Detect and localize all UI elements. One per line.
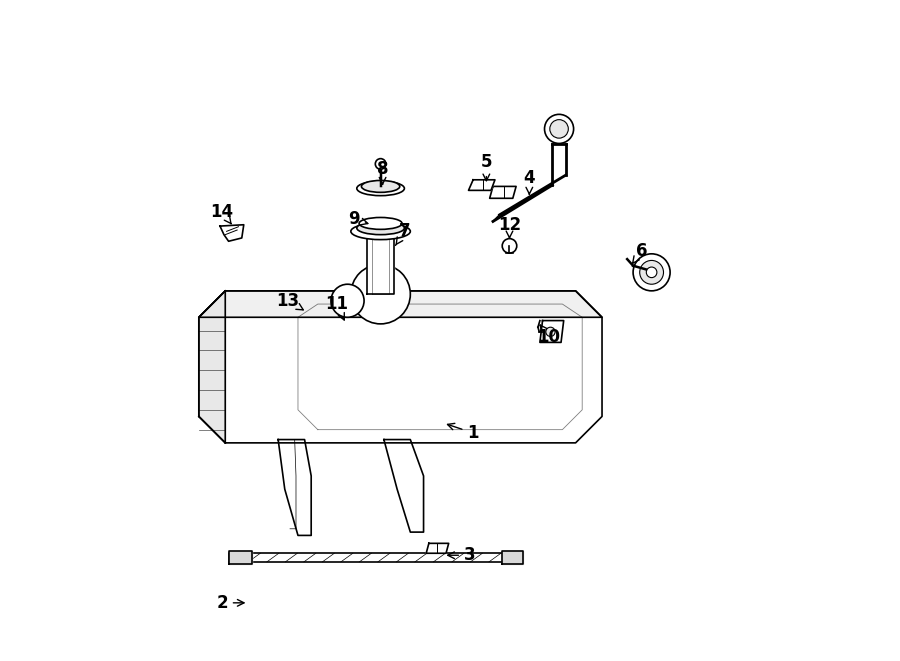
Text: 9: 9 xyxy=(348,210,368,229)
Text: 1: 1 xyxy=(447,423,479,442)
Text: 4: 4 xyxy=(524,169,536,194)
Circle shape xyxy=(544,114,573,143)
Circle shape xyxy=(351,264,410,324)
Polygon shape xyxy=(427,543,449,553)
Text: 2: 2 xyxy=(216,594,244,612)
Polygon shape xyxy=(229,553,523,562)
Polygon shape xyxy=(469,180,495,190)
Circle shape xyxy=(646,267,657,278)
Polygon shape xyxy=(220,225,244,241)
Text: 10: 10 xyxy=(537,325,561,346)
Text: 11: 11 xyxy=(325,295,347,320)
Text: 12: 12 xyxy=(498,215,521,238)
Ellipse shape xyxy=(356,181,404,196)
Circle shape xyxy=(502,239,517,253)
Ellipse shape xyxy=(351,223,410,239)
Polygon shape xyxy=(501,551,523,564)
Text: 3: 3 xyxy=(447,546,475,564)
Circle shape xyxy=(633,254,670,291)
Text: 5: 5 xyxy=(481,153,492,180)
Polygon shape xyxy=(367,231,394,294)
Text: 7: 7 xyxy=(395,222,411,245)
Text: 8: 8 xyxy=(377,159,388,184)
Text: 14: 14 xyxy=(211,202,233,223)
Circle shape xyxy=(331,284,364,317)
Ellipse shape xyxy=(362,180,400,192)
Text: 13: 13 xyxy=(276,292,303,310)
Polygon shape xyxy=(199,291,225,443)
Circle shape xyxy=(640,260,663,284)
Ellipse shape xyxy=(356,221,404,235)
Polygon shape xyxy=(278,440,311,535)
Polygon shape xyxy=(490,186,516,198)
Polygon shape xyxy=(199,291,602,443)
Ellipse shape xyxy=(359,217,402,229)
Text: 6: 6 xyxy=(633,242,647,263)
Polygon shape xyxy=(199,291,602,317)
Polygon shape xyxy=(384,440,424,532)
Polygon shape xyxy=(540,321,563,342)
Circle shape xyxy=(375,159,386,169)
Circle shape xyxy=(545,327,555,336)
Polygon shape xyxy=(229,551,252,564)
Circle shape xyxy=(550,120,568,138)
